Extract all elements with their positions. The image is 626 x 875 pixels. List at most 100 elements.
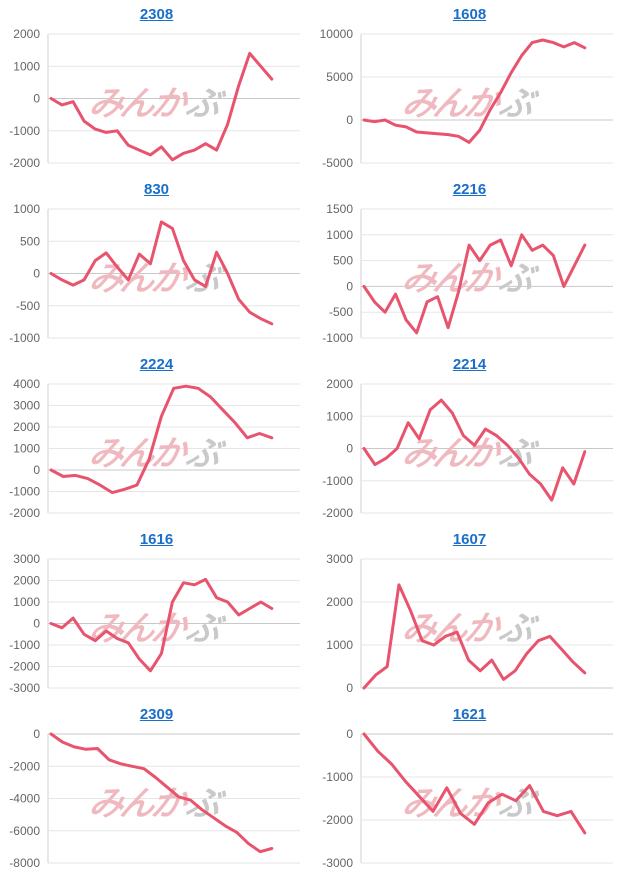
y-tick-label: -2000 [9,506,40,520]
y-tick-label: 0 [346,727,353,741]
series-line [362,583,587,690]
y-tick-label: 1000 [326,409,353,423]
y-tick-label: -2000 [9,660,40,674]
y-tick-label: 3000 [13,399,40,413]
y-tick-label: 1000 [13,595,40,609]
watermark-left: みんか [399,609,505,649]
watermark-left: みんか [399,84,505,124]
chart-panel-2216: 1500 1000 500 0 -500 -1000 みんかぶ 2216 [313,175,626,350]
y-tick-label: 0 [33,727,40,741]
chart-title-link[interactable]: 830 [143,181,170,198]
watermark-left: みんか [86,434,192,474]
y-tick-label: 0 [346,113,353,127]
y-tick-label: 2000 [326,595,353,609]
y-tick-label: 5000 [326,70,353,84]
chart-title-link[interactable]: 2308 [139,6,174,23]
y-tick-label: -1000 [9,331,40,345]
watermark-right: ぶ [496,784,542,824]
chart-title-link[interactable]: 2216 [452,181,487,198]
y-tick-label: 500 [333,254,353,268]
watermark-left: みんか [86,259,192,299]
y-tick-label: 0 [346,442,353,456]
y-tick-label: -4000 [9,792,40,806]
chart-panel-1621: 0 -1000 -2000 -3000 みんかぶ 1621 [313,700,626,875]
y-tick-label: -1000 [322,474,353,488]
y-tick-label: 1500 [326,202,353,216]
y-tick-label: -6000 [9,824,40,838]
chart-title-link[interactable]: 1607 [452,531,487,548]
y-tick-label: 2000 [326,377,353,391]
y-tick-label: -500 [329,305,353,319]
y-tick-label: -500 [16,299,40,313]
y-tick-label: 0 [33,92,40,106]
y-tick-label: 2000 [13,420,40,434]
y-tick-label: -1000 [9,124,40,138]
y-tick-label: -1000 [322,770,353,784]
y-tick-label: 1000 [326,638,353,652]
y-tick-label: 4000 [13,377,40,391]
y-tick-label: -3000 [9,681,40,695]
chart-panel-830: 1000 500 0 -500 -1000 みんかぶ 830 [0,175,313,350]
y-tick-label: 500 [20,234,40,248]
chart-panel-1608: 10000 5000 0 -5000 みんかぶ 1608 [313,0,626,175]
chart-panel-2308: 2000 1000 0 -1000 -2000 みんかぶ 2308 [0,0,313,175]
watermark-right: ぶ [183,434,229,474]
y-tick-label: -3000 [322,856,353,870]
chart-title-link[interactable]: 2224 [139,356,174,373]
y-tick-label: -2000 [322,506,353,520]
y-tick-label: 10000 [320,27,354,41]
y-tick-label: -1000 [9,485,40,499]
watermark-left: みんか [86,609,192,649]
y-tick-label: -5000 [322,156,353,170]
watermark-right: ぶ [183,609,229,649]
y-tick-label: 0 [33,617,40,631]
y-tick-label: 2000 [13,27,40,41]
chart-panel-1607: 3000 2000 1000 0 みんかぶ 1607 [313,525,626,700]
y-tick-label: -2000 [322,813,353,827]
chart-title-link[interactable]: 1621 [452,706,487,723]
chart-panel-1616: 3000 2000 1000 0 -1000 -2000 -3000 みんかぶ 1616 [0,525,313,700]
chart-title-link[interactable]: 1616 [139,531,174,548]
y-tick-label: 0 [33,463,40,477]
chart-title-link[interactable]: 2214 [452,356,487,373]
y-tick-label: -1000 [9,638,40,652]
series-line [362,38,587,144]
watermark-right: ぶ [496,259,542,299]
watermark-right: ぶ [183,84,229,124]
y-tick-label: -2000 [9,759,40,773]
series-line [362,233,587,335]
y-tick-label: 0 [33,267,40,281]
watermark-left: みんか [399,259,505,299]
y-tick-label: 1000 [13,442,40,456]
y-tick-label: 0 [346,681,353,695]
y-tick-label: -8000 [9,856,40,870]
y-tick-label: 0 [346,279,353,293]
chart-title-link[interactable]: 2309 [139,706,174,723]
series-line [362,398,587,502]
y-tick-label: -2000 [9,156,40,170]
chart-panel-2224: 4000 3000 2000 1000 0 -1000 -2000 みんかぶ 2224 [0,350,313,525]
watermark-left: みんか [86,84,192,124]
y-tick-label: -1000 [322,331,353,345]
watermark-left: みんか [399,434,505,474]
chart-title-link[interactable]: 1608 [452,6,487,23]
chart-panel-2214: 2000 1000 0 -1000 -2000 みんかぶ 2214 [313,350,626,525]
y-tick-label: 2000 [13,574,40,588]
y-tick-label: 1000 [13,59,40,73]
y-tick-label: 3000 [326,552,353,566]
series-line [49,732,274,854]
chart-panel-2309: 0 -2000 -4000 -6000 -8000 みんかぶ 2309 [0,700,313,875]
y-tick-label: 1000 [326,228,353,242]
watermark-right: ぶ [183,784,229,824]
y-tick-label: 1000 [13,202,40,216]
watermark-left: みんか [86,784,192,824]
